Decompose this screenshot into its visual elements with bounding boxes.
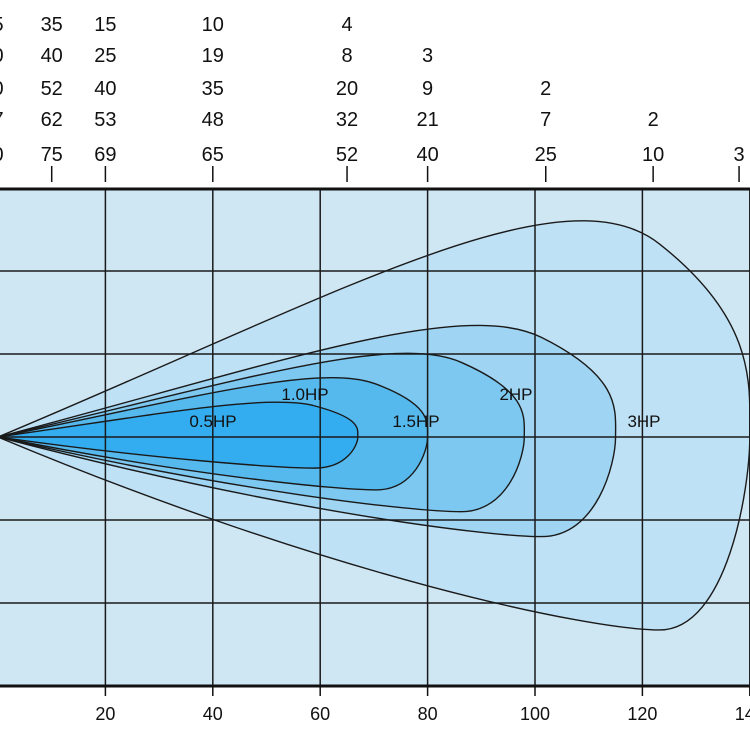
top-value-c5-r3: 21	[416, 109, 438, 131]
x-tick-label-60: 60	[310, 704, 330, 724]
top-value-c5-r1: 3	[422, 45, 433, 67]
top-value-c6-r3: 7	[540, 109, 551, 131]
top-value-c3-r3: 48	[202, 109, 224, 131]
top-value-c3-r0: 10	[202, 14, 224, 36]
top-value-c4-r3: 32	[336, 109, 358, 131]
top-value-c2-r2: 40	[94, 78, 116, 100]
top-value-c7-r4: 10	[642, 144, 664, 166]
top-value-c2-r3: 53	[94, 109, 116, 131]
top-value-c1-r1: 40	[41, 45, 63, 67]
top-value-c4-r2: 20	[336, 78, 358, 100]
top-value-c2-r1: 25	[94, 45, 116, 67]
x-tick-label-120: 120	[627, 704, 657, 724]
region-label-3hp: 3HP	[627, 412, 660, 431]
top-value-c3-r4: 65	[202, 144, 224, 166]
x-tick-label-100: 100	[520, 704, 550, 724]
top-value-c7-r3: 2	[648, 109, 659, 131]
top-value-c2-r0: 15	[94, 14, 116, 36]
x-axis: 20 40 60 80 100 120 140	[95, 686, 750, 724]
top-value-c3-r2: 35	[202, 78, 224, 100]
region-label-1-5hp: 1.5HP	[392, 412, 439, 431]
top-value-c4-r4: 52	[336, 144, 358, 166]
top-value-c1-r2: 52	[41, 78, 63, 100]
top-value-c8-r4: 3	[733, 144, 744, 166]
region-label-1-0hp: 1.0HP	[281, 385, 328, 404]
top-value-c0-r0: 5	[0, 14, 4, 36]
top-value-c1-r4: 75	[41, 144, 63, 166]
plot-frame	[0, 187, 750, 688]
top-value-c4-r1: 8	[341, 45, 352, 67]
region-label-0-5hp: 0.5HP	[189, 412, 236, 431]
x-tick-label-20: 20	[95, 704, 115, 724]
top-value-c6-r4: 25	[535, 144, 557, 166]
top-value-c0-r4: 0	[0, 144, 4, 166]
grid-lines	[0, 189, 750, 686]
top-value-c2-r4: 69	[94, 144, 116, 166]
top-value-c5-r2: 9	[422, 78, 433, 100]
top-value-table: 5007035405262751525405369101935486548203…	[0, 14, 745, 182]
top-value-c6-r2: 2	[540, 78, 551, 100]
top-value-c0-r3: 7	[0, 109, 4, 131]
top-value-c3-r1: 19	[202, 45, 224, 67]
x-tick-label-80: 80	[418, 704, 438, 724]
top-value-c1-r0: 35	[41, 14, 63, 36]
top-value-c0-r2: 0	[0, 78, 4, 100]
x-tick-label-40: 40	[203, 704, 223, 724]
region-label-2hp: 2HP	[499, 385, 532, 404]
top-value-c5-r4: 40	[416, 144, 438, 166]
top-value-c1-r3: 62	[41, 109, 63, 131]
x-tick-label-140: 140	[735, 704, 750, 724]
top-value-c0-r1: 0	[0, 45, 4, 67]
top-value-c4-r0: 4	[341, 14, 352, 36]
